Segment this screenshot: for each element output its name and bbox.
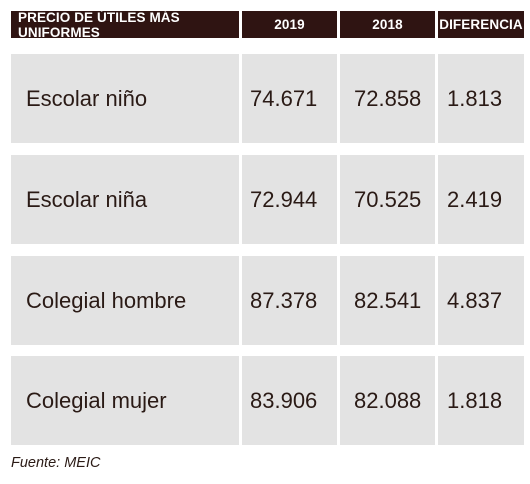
header-2018: 2018 [340,11,435,38]
value-difference: 2.419 [438,155,524,244]
value-2018: 82.088 [340,356,435,445]
value-2019: 74.671 [242,54,337,143]
value-2019: 72.944 [242,155,337,244]
table-row: Colegial mujer 83.906 82.088 1.818 [11,356,524,445]
value-2019: 83.906 [242,356,337,445]
table-header: PRECIO DE ÚTILES MÁS UNIFORMES 2019 2018… [11,10,524,40]
value-2018: 82.541 [340,256,435,345]
value-2019: 87.378 [242,256,337,345]
value-difference: 1.813 [438,54,524,143]
row-label: Colegial hombre [11,256,239,345]
header-2019: 2019 [242,11,337,38]
table-row: Colegial hombre 87.378 82.541 4.837 [11,256,524,345]
source-note: Fuente: MEIC [11,455,101,471]
header-difference: DIFERENCIA [438,11,524,38]
value-2018: 70.525 [340,155,435,244]
value-2018: 72.858 [340,54,435,143]
value-difference: 4.837 [438,256,524,345]
row-label: Escolar niño [11,54,239,143]
value-difference: 1.818 [438,356,524,445]
row-label: Escolar niña [11,155,239,244]
header-item: PRECIO DE ÚTILES MÁS UNIFORMES [11,10,239,40]
table-row: Escolar niño 74.671 72.858 1.813 [11,54,524,143]
row-label: Colegial mujer [11,356,239,445]
table-row: Escolar niña 72.944 70.525 2.419 [11,155,524,244]
